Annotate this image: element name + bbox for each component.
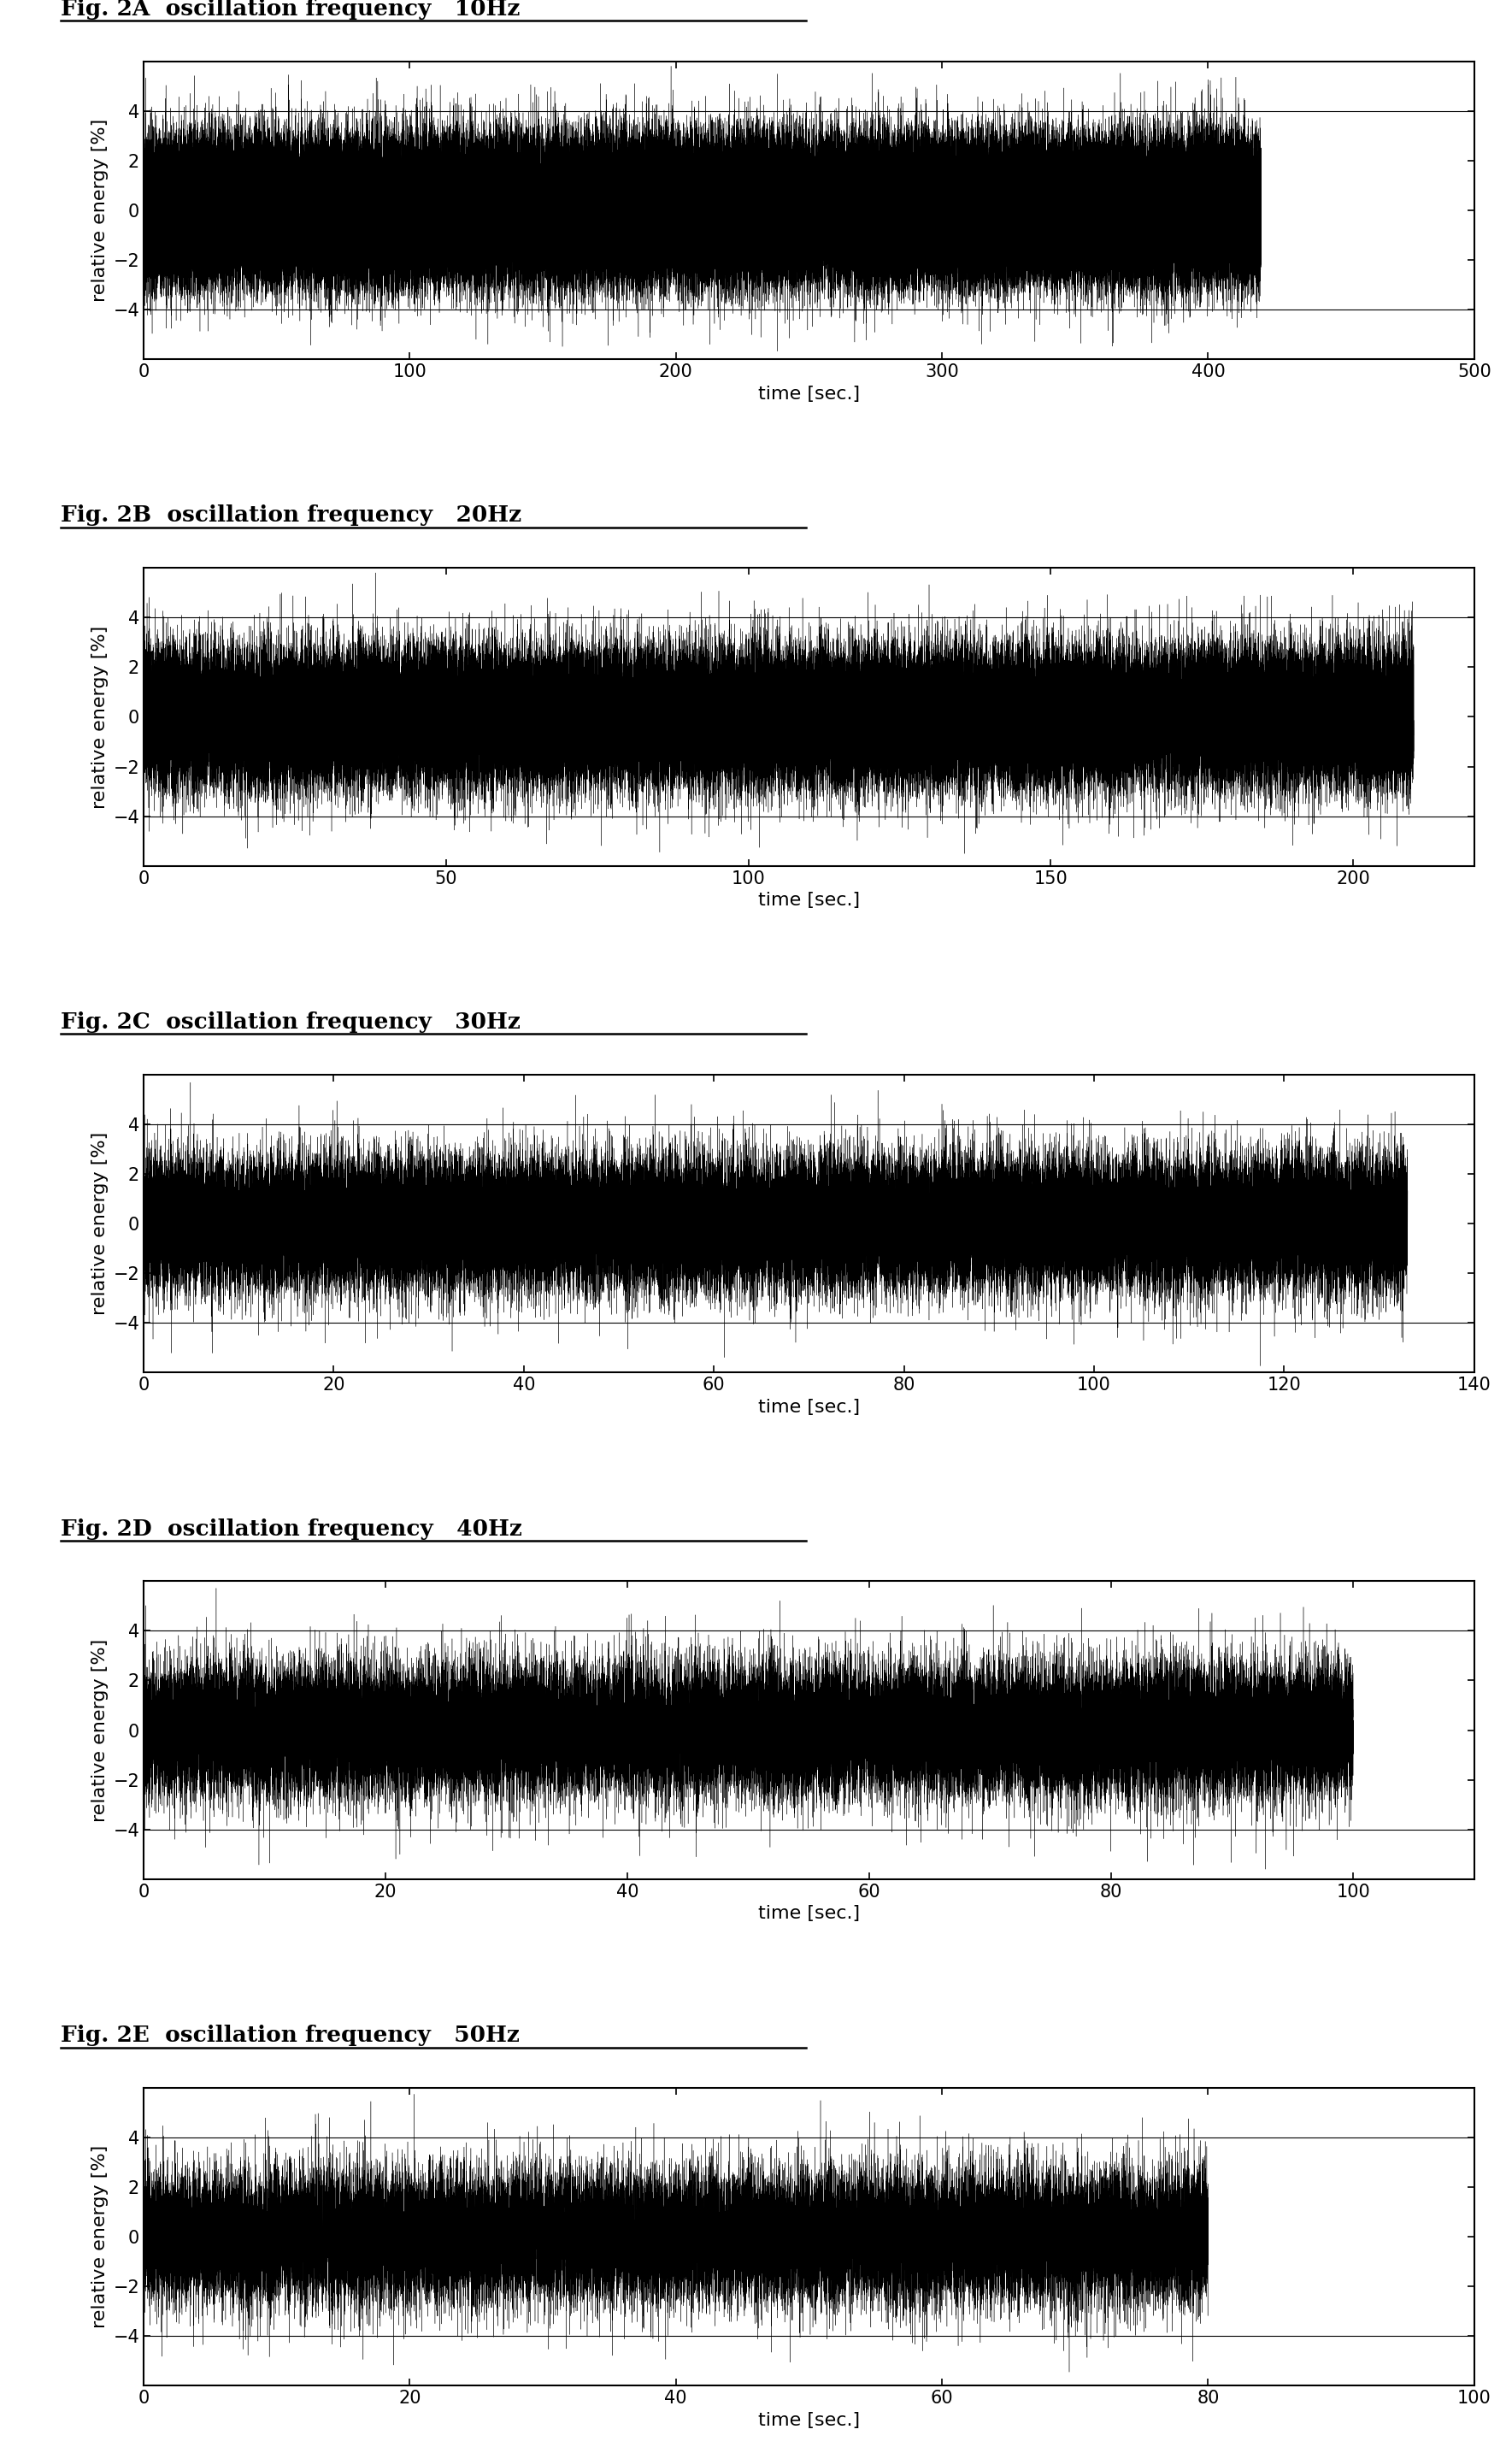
Y-axis label: relative energy [%]: relative energy [%] [91, 1639, 109, 1821]
Y-axis label: relative energy [%]: relative energy [%] [91, 626, 109, 808]
X-axis label: time [sec.]: time [sec.] [758, 891, 860, 908]
Text: Fig. 2A  oscillation frequency   10Hz: Fig. 2A oscillation frequency 10Hz [60, 0, 520, 20]
X-axis label: time [sec.]: time [sec.] [758, 1400, 860, 1417]
Y-axis label: relative energy [%]: relative energy [%] [91, 117, 109, 301]
X-axis label: time [sec.]: time [sec.] [758, 1906, 860, 1923]
Text: Fig. 2D  oscillation frequency   40Hz: Fig. 2D oscillation frequency 40Hz [60, 1517, 522, 1539]
Text: Fig. 2E  oscillation frequency   50Hz: Fig. 2E oscillation frequency 50Hz [60, 2024, 519, 2046]
X-axis label: time [sec.]: time [sec.] [758, 2413, 860, 2430]
Text: Fig. 2B  oscillation frequency   20Hz: Fig. 2B oscillation frequency 20Hz [60, 504, 522, 526]
X-axis label: time [sec.]: time [sec.] [758, 384, 860, 401]
Y-axis label: relative energy [%]: relative energy [%] [91, 2146, 109, 2330]
Y-axis label: relative energy [%]: relative energy [%] [91, 1133, 109, 1314]
Text: Fig. 2C  oscillation frequency   30Hz: Fig. 2C oscillation frequency 30Hz [60, 1011, 520, 1033]
